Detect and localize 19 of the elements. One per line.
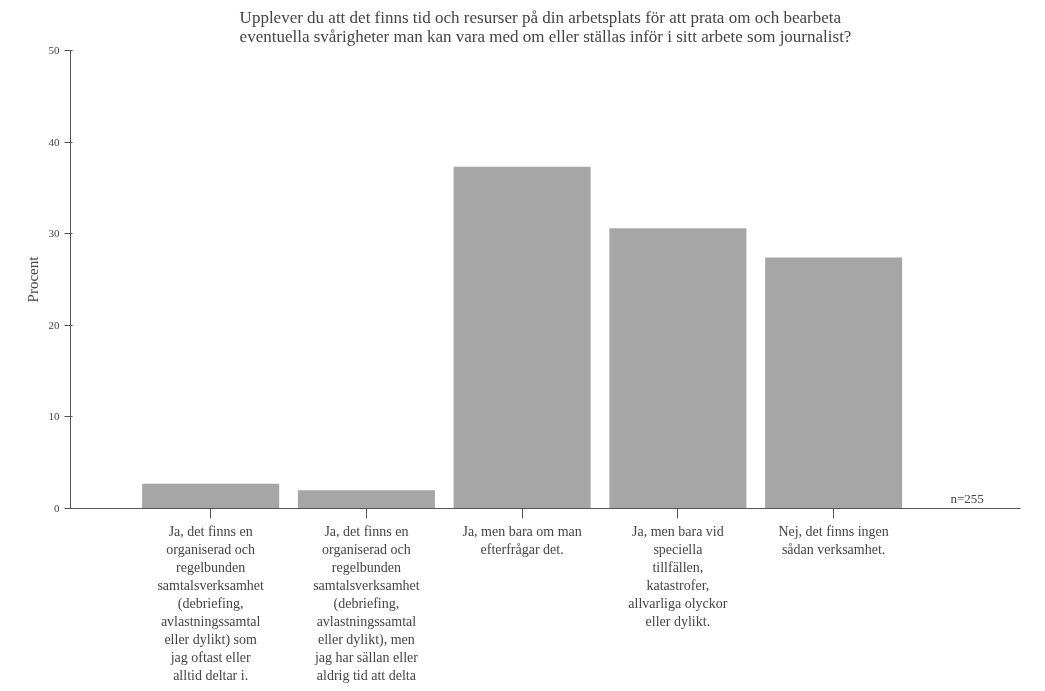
bar: [297, 490, 435, 509]
y-axis-title: Procent: [24, 255, 41, 303]
y-tick-label: 50: [48, 44, 60, 56]
x-tick-label: Ja, men bara vid speciella tillfällen, katastrofer, allvarliga olyckor eller dylikt.: [628, 523, 728, 629]
y-tick-label: 0: [54, 502, 60, 514]
category-label: Ja, det finns en organiserad och regelbunden samtalsverksamhet (debriefing, avlastningssamtal eller dylikt) som jag oftast eller alltid deltar i.: [157, 523, 264, 683]
x-tick-label: Ja, men bara om man efterfrågar det.: [462, 523, 582, 557]
annotation: n=255: [950, 490, 984, 506]
bar: [765, 257, 903, 509]
x-tick-label: Nej, det finns ingen sådan verksamhet.: [778, 523, 889, 557]
y-tick-label: 30: [48, 227, 60, 240]
y-tick-label: 20: [48, 318, 60, 331]
category-label: Ja, det finns en organiserad och regelbunden samtalsverksamhet (debriefing, avlastningssamtal eller dylikt), men jag har sällan eller aldrig tid att delta: [313, 523, 420, 683]
bar: [453, 166, 591, 509]
y-tick-label: 40: [48, 135, 60, 148]
y-tick-label: 10: [48, 410, 60, 423]
chart-title: Upplever du att det finns tid och resurser på din arbetsplats för att prata om och bearbeta eventuella svårigheter man kan vara med om eller ställas inför i sitt arbete som journalist?: [239, 7, 852, 46]
bar: [142, 483, 280, 509]
bar: [609, 228, 747, 509]
